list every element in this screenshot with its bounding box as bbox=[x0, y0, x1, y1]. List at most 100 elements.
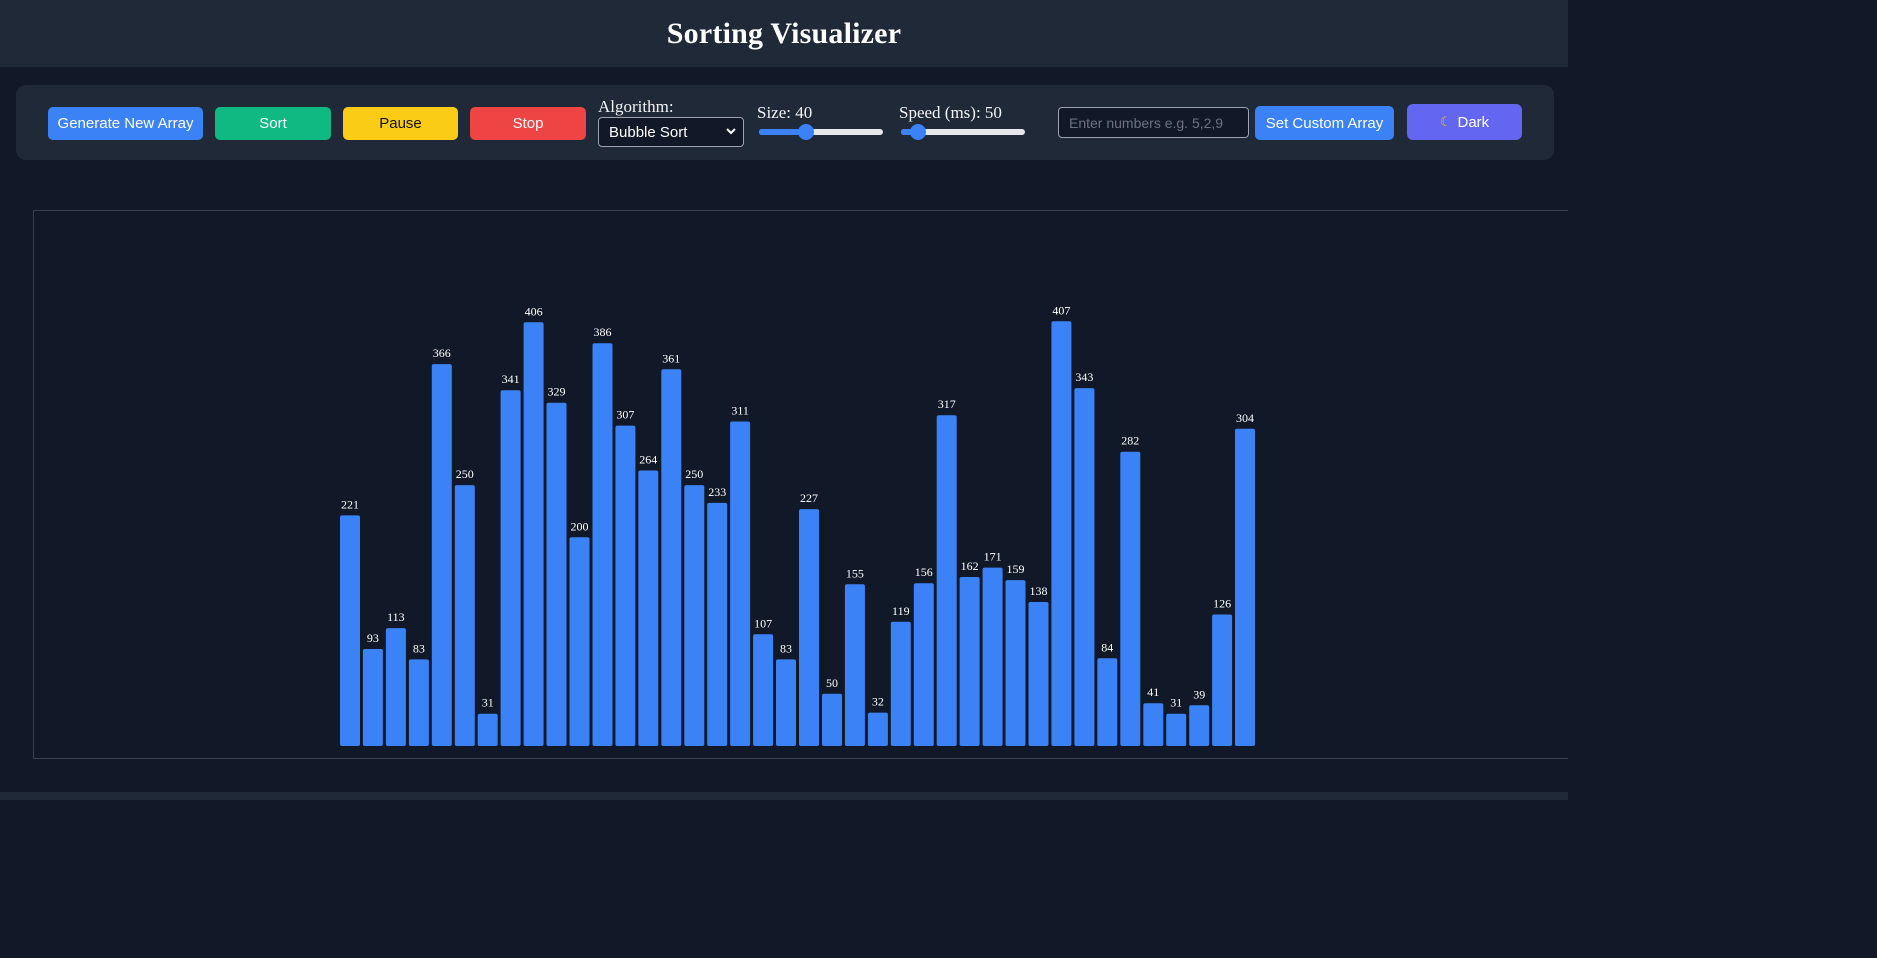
bar-value-label: 250 bbox=[456, 467, 474, 481]
bar bbox=[1005, 580, 1026, 746]
controls-panel: Generate New Array Sort Pause Stop Algor… bbox=[16, 85, 1554, 160]
app-header: Sorting Visualizer bbox=[0, 0, 1568, 67]
size-label: Size: 40 bbox=[757, 103, 813, 122]
bar bbox=[661, 369, 682, 746]
bar bbox=[1120, 451, 1141, 746]
bar-value-label: 126 bbox=[1213, 597, 1231, 611]
bar bbox=[844, 584, 865, 746]
bar bbox=[362, 649, 383, 746]
bar-value-label: 386 bbox=[594, 325, 612, 339]
bar-value-label: 31 bbox=[1170, 696, 1182, 710]
bar-value-label: 171 bbox=[984, 550, 1002, 564]
chevron-down-icon bbox=[726, 128, 736, 135]
bar bbox=[615, 425, 636, 746]
bar-value-label: 113 bbox=[387, 610, 405, 624]
bar-value-label: 407 bbox=[1052, 303, 1070, 317]
bar bbox=[936, 415, 957, 746]
bar bbox=[1074, 388, 1095, 746]
bar-value-label: 282 bbox=[1121, 434, 1139, 448]
bar bbox=[523, 322, 544, 746]
bar-value-label: 200 bbox=[571, 519, 589, 533]
bar-value-label: 317 bbox=[938, 397, 956, 411]
size-slider-thumb[interactable] bbox=[798, 124, 814, 140]
algorithm-selected-value: Bubble Sort bbox=[609, 123, 688, 141]
bar bbox=[1143, 703, 1164, 746]
stop-button[interactable]: Stop bbox=[470, 107, 586, 140]
bar-value-label: 84 bbox=[1101, 640, 1113, 654]
bar-value-label: 406 bbox=[525, 304, 543, 318]
bar bbox=[799, 509, 819, 746]
generate-array-button[interactable]: Generate New Array bbox=[48, 107, 203, 140]
bar bbox=[982, 567, 1003, 746]
algorithm-select[interactable]: Bubble Sort bbox=[598, 117, 744, 147]
size-slider-fill bbox=[759, 129, 806, 135]
bar bbox=[1235, 428, 1255, 746]
moon-icon: ☾ bbox=[1439, 114, 1452, 130]
bar-value-label: 162 bbox=[961, 559, 979, 573]
footer-strip bbox=[0, 792, 1568, 800]
bar bbox=[1212, 614, 1233, 746]
bar-value-label: 233 bbox=[708, 485, 726, 499]
speed-label: Speed (ms): 50 bbox=[899, 103, 1002, 122]
size-slider-track bbox=[759, 129, 883, 135]
bar bbox=[707, 502, 728, 746]
bar bbox=[867, 712, 888, 746]
bar-chart: 221 93 113 83 366 250 31 341 406 329 200 386 307 264 3… bbox=[340, 303, 1255, 746]
bar bbox=[776, 659, 796, 746]
bar bbox=[1028, 602, 1049, 746]
size-slider[interactable] bbox=[759, 122, 883, 142]
bar-value-label: 329 bbox=[548, 385, 566, 399]
bar-value-label: 304 bbox=[1236, 411, 1254, 425]
bar-value-label: 307 bbox=[616, 408, 634, 422]
bar bbox=[546, 402, 567, 746]
bar-value-label: 227 bbox=[800, 491, 818, 505]
bar bbox=[890, 621, 911, 746]
bar-value-label: 32 bbox=[872, 695, 884, 709]
set-custom-array-button[interactable]: Set Custom Array bbox=[1255, 106, 1394, 140]
bar-value-label: 341 bbox=[502, 372, 520, 386]
bar-value-label: 93 bbox=[367, 631, 379, 645]
bar bbox=[569, 537, 590, 746]
bar-value-label: 138 bbox=[1030, 584, 1048, 598]
bar bbox=[730, 421, 751, 746]
sort-button[interactable]: Sort bbox=[215, 107, 331, 140]
bar-value-label: 107 bbox=[754, 616, 772, 630]
bar bbox=[340, 515, 360, 746]
bar bbox=[1097, 658, 1118, 746]
bar bbox=[913, 583, 934, 746]
bar bbox=[454, 485, 475, 746]
bar-value-label: 250 bbox=[685, 467, 703, 481]
bar-value-label: 83 bbox=[413, 641, 425, 655]
bar bbox=[684, 485, 705, 746]
bar-value-label: 361 bbox=[662, 351, 680, 365]
speed-slider-track bbox=[901, 129, 1025, 135]
bar-value-label: 83 bbox=[780, 641, 792, 655]
speed-slider-fill bbox=[901, 129, 918, 135]
bar-value-label: 264 bbox=[639, 453, 657, 467]
bar bbox=[822, 693, 842, 746]
bar bbox=[638, 470, 659, 746]
bar bbox=[408, 659, 429, 746]
bar-value-label: 39 bbox=[1193, 687, 1205, 701]
bar-value-label: 221 bbox=[341, 497, 359, 511]
speed-slider[interactable] bbox=[901, 122, 1025, 142]
bar-value-label: 159 bbox=[1007, 562, 1025, 576]
bar-value-label: 366 bbox=[433, 346, 451, 360]
page-title: Sorting Visualizer bbox=[666, 16, 902, 50]
speed-slider-thumb[interactable] bbox=[910, 124, 926, 140]
theme-toggle-label: Dark bbox=[1457, 113, 1490, 131]
algorithm-label: Algorithm: bbox=[598, 97, 674, 116]
custom-array-input[interactable] bbox=[1058, 107, 1249, 138]
bar bbox=[753, 634, 774, 746]
bar-value-label: 311 bbox=[731, 404, 749, 418]
theme-toggle-button[interactable]: ☾ Dark bbox=[1407, 104, 1522, 140]
bar-value-label: 119 bbox=[892, 604, 910, 618]
bar-value-label: 155 bbox=[846, 566, 864, 580]
bar-value-label: 156 bbox=[915, 565, 933, 579]
bar bbox=[385, 628, 406, 746]
bar bbox=[1051, 321, 1072, 746]
bar bbox=[500, 390, 521, 746]
bar bbox=[1189, 705, 1210, 746]
bar-value-label: 50 bbox=[826, 676, 838, 690]
pause-button[interactable]: Pause bbox=[343, 107, 458, 140]
